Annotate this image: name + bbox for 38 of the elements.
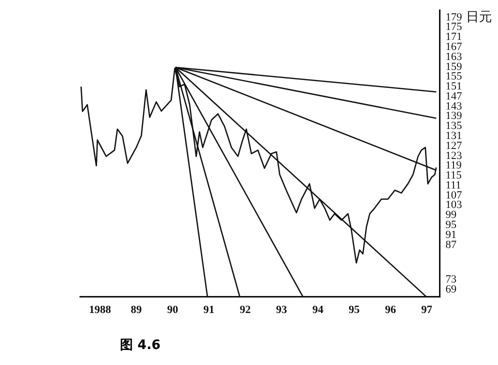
y-tick-label: 151 xyxy=(446,80,462,93)
x-tick-label: 89 xyxy=(130,304,142,316)
y-tick-label: 175 xyxy=(446,21,462,34)
y-tick-label: 171 xyxy=(446,31,462,44)
x-tick-label: 95 xyxy=(348,304,360,316)
y-tick-label: 131 xyxy=(446,130,462,142)
x-tick-label: 1988 xyxy=(88,304,112,316)
y-tick-label: 87 xyxy=(446,238,457,251)
x-tick-label: 91 xyxy=(203,304,214,316)
x-tick-label: 93 xyxy=(276,304,288,316)
y-tick-label: 119 xyxy=(446,160,462,172)
y-tick-label: 115 xyxy=(446,170,462,182)
x-tick-label: 97 xyxy=(421,304,433,316)
caption: 图 4.6 xyxy=(120,337,161,354)
y-tick-label: 123 xyxy=(446,150,462,162)
y-tick-label: 111 xyxy=(446,179,462,192)
y-tick-label: 73 xyxy=(446,273,457,286)
y-tick-label: 69 xyxy=(446,283,457,296)
y-tick-label: 179 xyxy=(446,11,462,24)
y-tick-label: 147 xyxy=(446,90,462,102)
y-tick-label: 159 xyxy=(446,60,462,73)
y-tick-label: 135 xyxy=(446,120,462,132)
y-tick-label: 139 xyxy=(446,110,462,122)
y-tick-label: 107 xyxy=(446,189,462,202)
x-tick-label: 96 xyxy=(384,304,396,316)
y-tick-label: 127 xyxy=(446,140,462,152)
y-tick-label: 91 xyxy=(446,228,456,241)
y-tick-label: 167 xyxy=(446,40,462,53)
y-tick-label: 95 xyxy=(446,218,457,231)
x-tick-label: 94 xyxy=(312,304,324,316)
y-tick-label: 155 xyxy=(446,70,462,83)
y-axis-title: 日元 xyxy=(466,10,492,25)
x-tick-label: 92 xyxy=(240,304,252,316)
y-tick-label: 143 xyxy=(446,100,462,112)
y-tick-label: 103 xyxy=(446,199,462,212)
y-tick-label: 99 xyxy=(446,209,457,222)
x-tick-label: 90 xyxy=(167,304,179,316)
y-tick-label: 163 xyxy=(446,50,462,63)
